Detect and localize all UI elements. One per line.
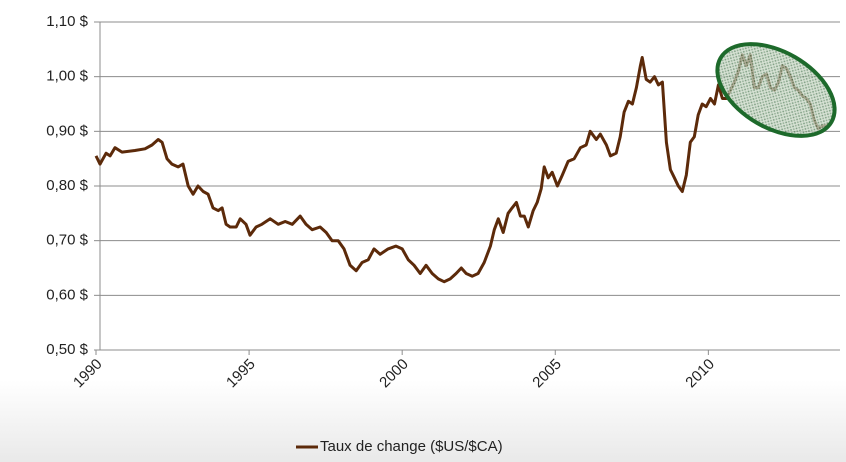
y-tick-label: 0,80 $	[46, 177, 88, 194]
y-tick-label: 0,60 $	[46, 286, 88, 303]
y-tick-label: 1,10 $	[46, 13, 88, 30]
highlight-ellipse	[715, 42, 837, 138]
y-tick-label: 0,70 $	[46, 232, 88, 249]
y-tick-label: 0,50 $	[46, 341, 88, 358]
y-tick-label: 1,00 $	[46, 68, 88, 85]
legend-label: Taux de change ($US/$CA)	[320, 438, 503, 455]
background-band	[0, 380, 846, 462]
y-tick-label: 0,90 $	[46, 122, 88, 139]
